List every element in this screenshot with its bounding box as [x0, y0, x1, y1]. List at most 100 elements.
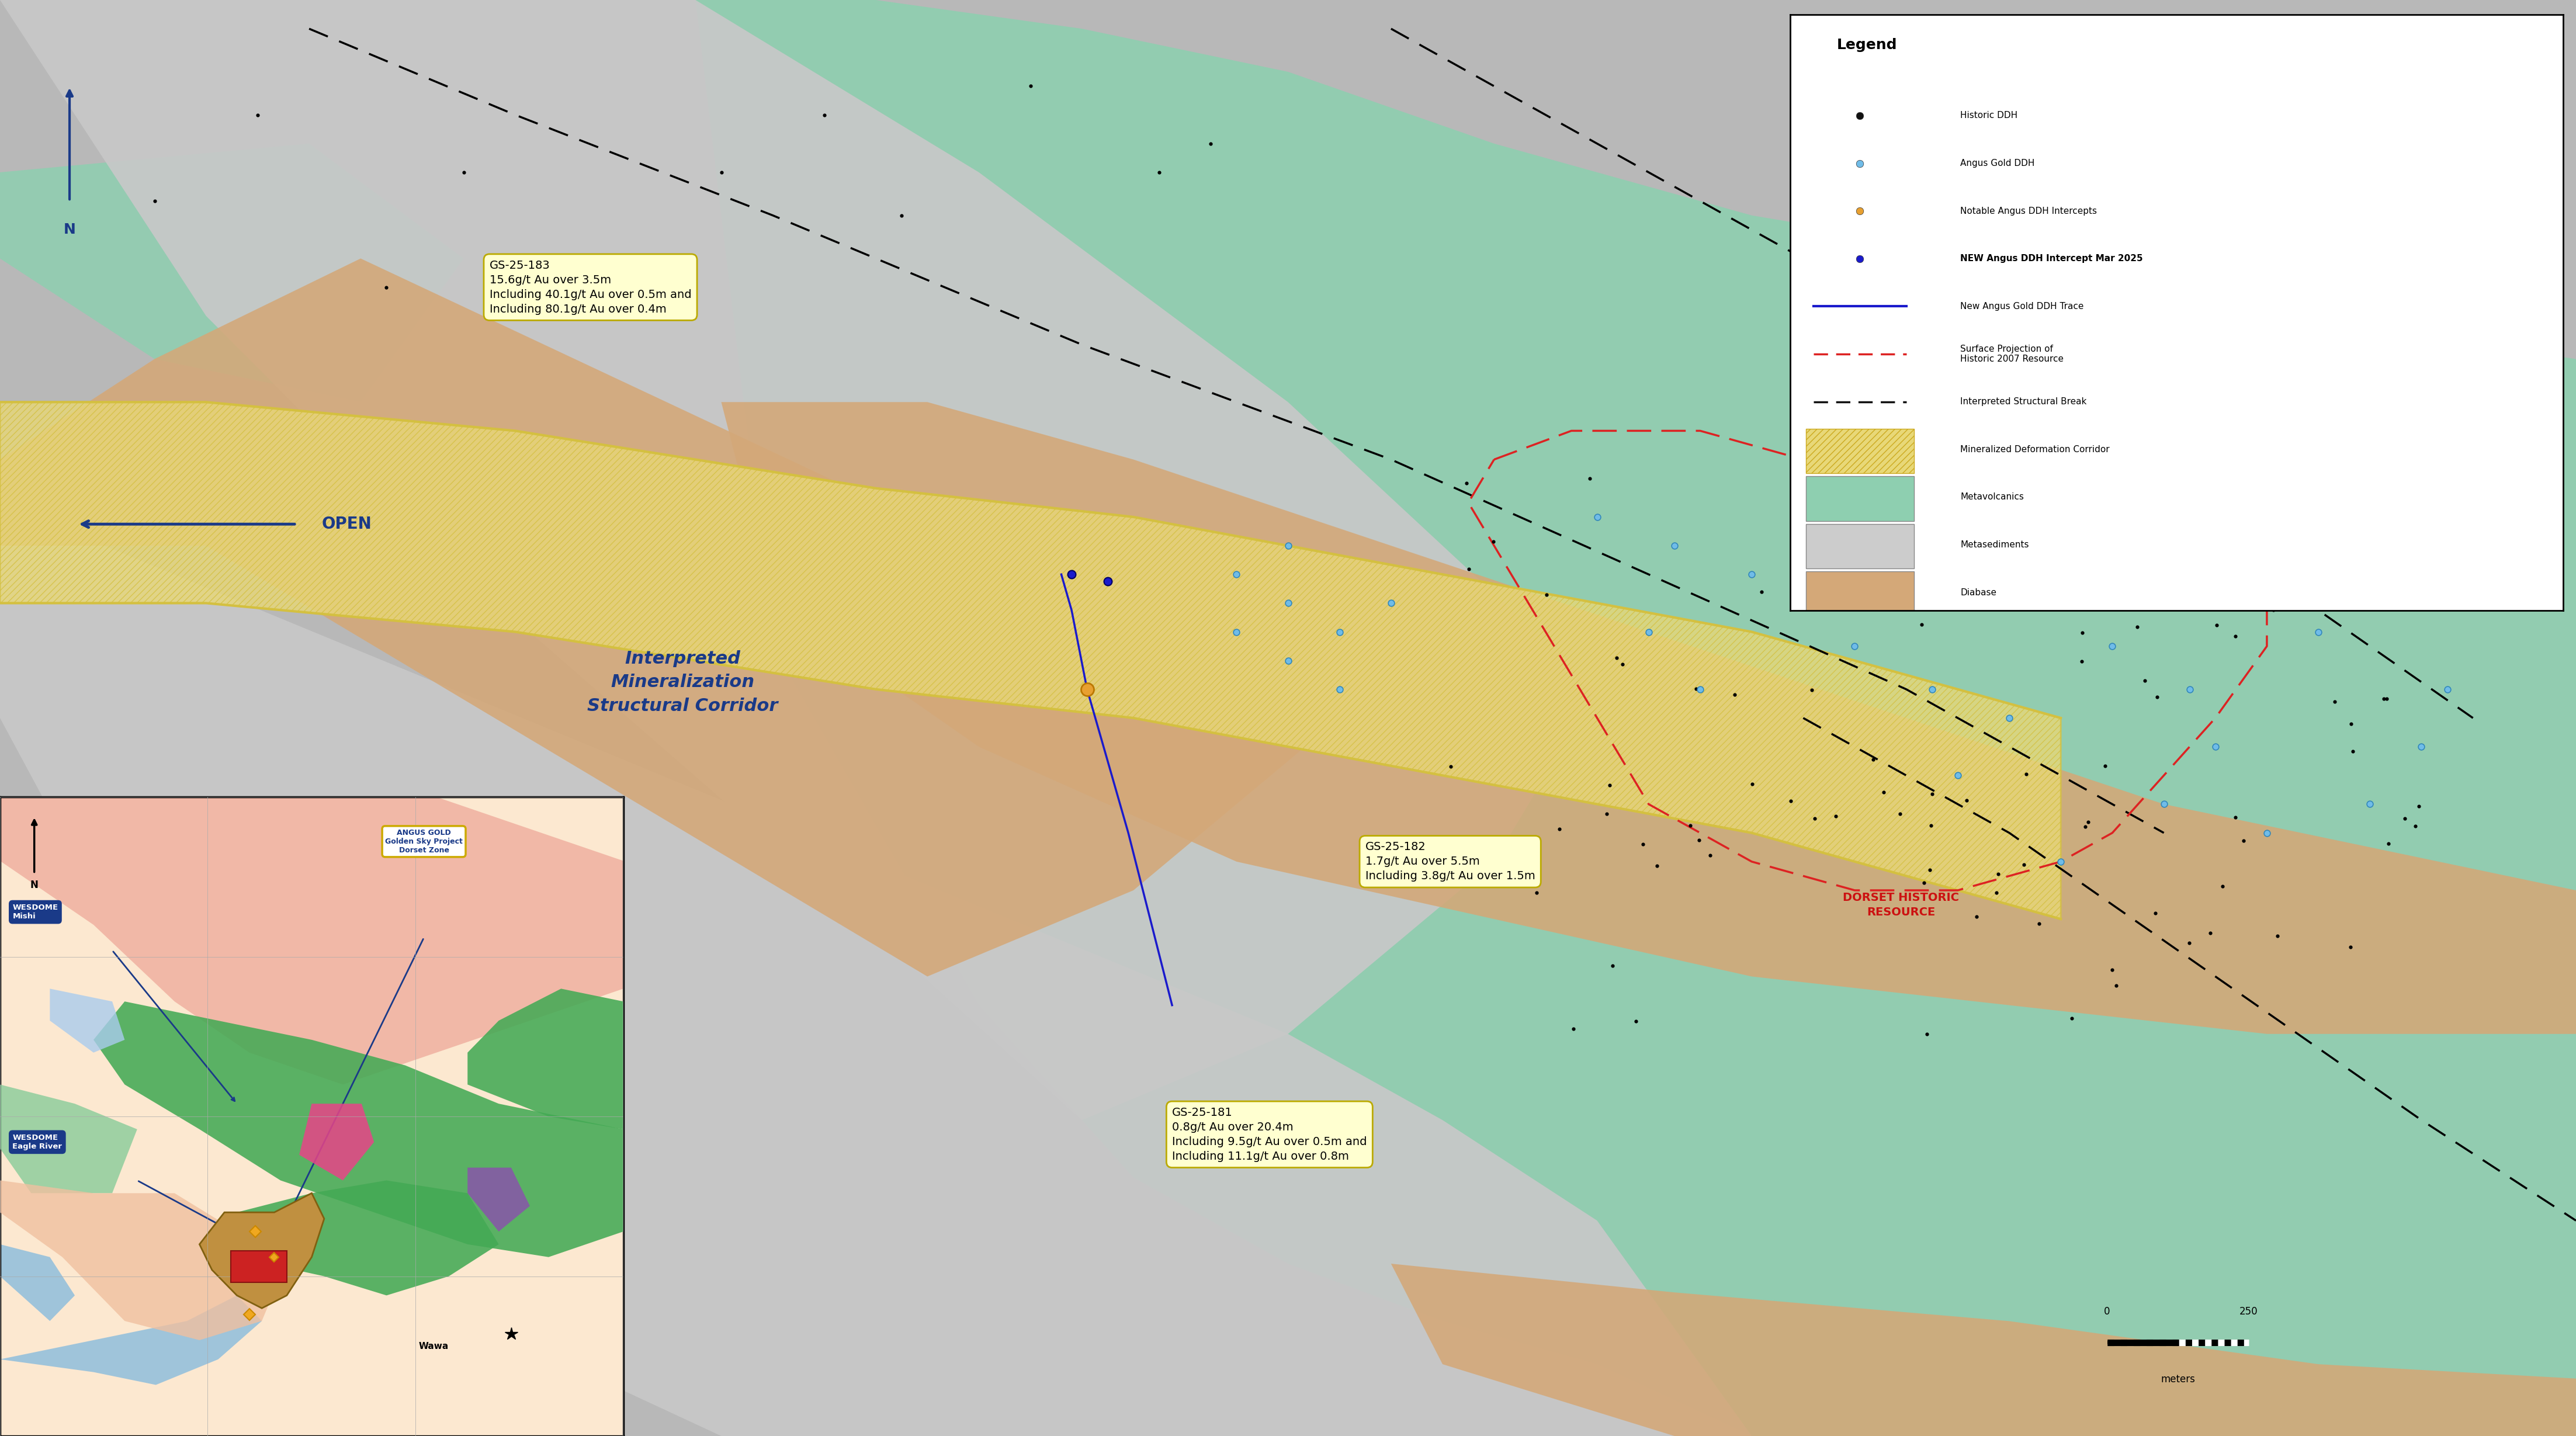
Point [2215, 625, 2257, 648]
Polygon shape [0, 258, 1340, 976]
Point [2190, 922, 2231, 945]
Text: New Angus Gold DDH Trace: New Angus Gold DDH Trace [1960, 302, 2084, 310]
Point [1731, 563, 1772, 586]
Point [1445, 472, 1486, 495]
Point [2136, 902, 2177, 925]
Point [2398, 796, 2439, 819]
Point [2136, 685, 2177, 708]
Point [2331, 712, 2372, 735]
Point [2040, 850, 2081, 873]
Text: Notable Angus DDH Intercepts: Notable Angus DDH Intercepts [1960, 207, 2097, 215]
Point [2092, 635, 2133, 658]
Point [2007, 763, 2048, 785]
Point [1937, 490, 1978, 513]
Point [1790, 679, 1832, 702]
Point [2092, 958, 2133, 981]
Point [1370, 592, 1412, 615]
Point [1553, 1017, 1595, 1040]
Point [2349, 793, 2391, 816]
Point [2154, 501, 2195, 524]
Point [2331, 740, 2372, 763]
Point [701, 161, 742, 184]
Polygon shape [0, 1084, 137, 1193]
Point [1677, 829, 1718, 852]
Point [2401, 735, 2442, 758]
Text: Interpreted Structural Break: Interpreted Structural Break [1960, 398, 2087, 406]
Point [1852, 748, 1893, 771]
Point [1909, 859, 1950, 882]
Bar [232, 1251, 286, 1282]
Text: OPEN: OPEN [322, 516, 371, 533]
Text: ANGUS GOLD
Golden Sky Project
Dorset Zone: ANGUS GOLD Golden Sky Project Dorset Zon… [384, 829, 464, 854]
Point [2169, 678, 2210, 701]
Point [2117, 615, 2159, 638]
Bar [1806, 477, 1914, 521]
Polygon shape [0, 1295, 263, 1384]
Point [2313, 689, 2354, 712]
Point [1911, 678, 1953, 701]
Point [2130, 488, 2172, 511]
Point [2329, 936, 2370, 959]
Point [2257, 925, 2298, 948]
Point [2385, 807, 2427, 830]
Point [2084, 754, 2125, 777]
Text: NEW Angus DDH Intercept Mar 2025: NEW Angus DDH Intercept Mar 2025 [1960, 254, 2143, 263]
Point [1945, 790, 1986, 813]
Point [1319, 620, 1360, 643]
Polygon shape [696, 0, 2576, 1436]
Point [2367, 688, 2409, 711]
Point [1569, 467, 1610, 490]
Point [1911, 783, 1953, 806]
Point [1904, 872, 1945, 895]
Point [1267, 592, 1309, 615]
Point [366, 276, 407, 299]
Point [1010, 75, 1051, 98]
Text: Wawa: Wawa [420, 1343, 448, 1351]
Point [1577, 505, 1618, 528]
Bar [1806, 428, 1914, 474]
Point [2275, 546, 2316, 569]
Point [2362, 688, 2403, 711]
Polygon shape [721, 402, 2576, 1034]
Point [2004, 853, 2045, 876]
Point [2396, 814, 2437, 837]
Point [2061, 651, 2102, 673]
Point [1066, 678, 1108, 701]
Point [2246, 563, 2287, 586]
Point [1937, 764, 1978, 787]
Polygon shape [0, 1244, 75, 1321]
Point [1654, 534, 1695, 557]
Text: Historic DDH: Historic DDH [1960, 111, 2017, 121]
Point [1587, 803, 1628, 826]
Point [1669, 814, 1710, 837]
Polygon shape [198, 1193, 325, 1308]
Point [1880, 596, 1922, 619]
Text: GS-25-183
15.6g/t Au over 3.5m
Including 40.1g/t Au over 0.5m and
Including 80.1: GS-25-183 15.6g/t Au over 3.5m Including… [489, 260, 690, 314]
Point [1834, 635, 1875, 658]
Point [1051, 563, 1092, 586]
Polygon shape [0, 0, 1597, 1120]
Point [443, 161, 484, 184]
Point [2156, 461, 2197, 484]
Point [1087, 570, 1128, 593]
Point [1680, 678, 1721, 701]
Text: Surface Projection of
Historic 2007 Resource: Surface Projection of Historic 2007 Reso… [1960, 345, 2063, 363]
Point [1139, 161, 1180, 184]
Point [1597, 646, 1638, 669]
Point [1615, 1010, 1656, 1032]
Point [2427, 678, 2468, 701]
Polygon shape [0, 797, 623, 1084]
Point [2050, 1007, 2092, 1030]
Point [1515, 882, 1556, 905]
Text: Diabase: Diabase [1960, 587, 1996, 597]
Text: Interpreted
Mineralization
Structural Corridor: Interpreted Mineralization Structural Co… [587, 651, 778, 714]
Point [1976, 880, 2017, 903]
Polygon shape [1391, 1264, 2576, 1436]
Point [1942, 584, 1984, 607]
Point [2306, 518, 2347, 541]
Point [1216, 620, 1257, 643]
Text: Metasediments: Metasediments [1960, 540, 2030, 549]
Point [1873, 516, 1914, 538]
Point [2197, 613, 2239, 636]
Point [2202, 875, 2244, 898]
